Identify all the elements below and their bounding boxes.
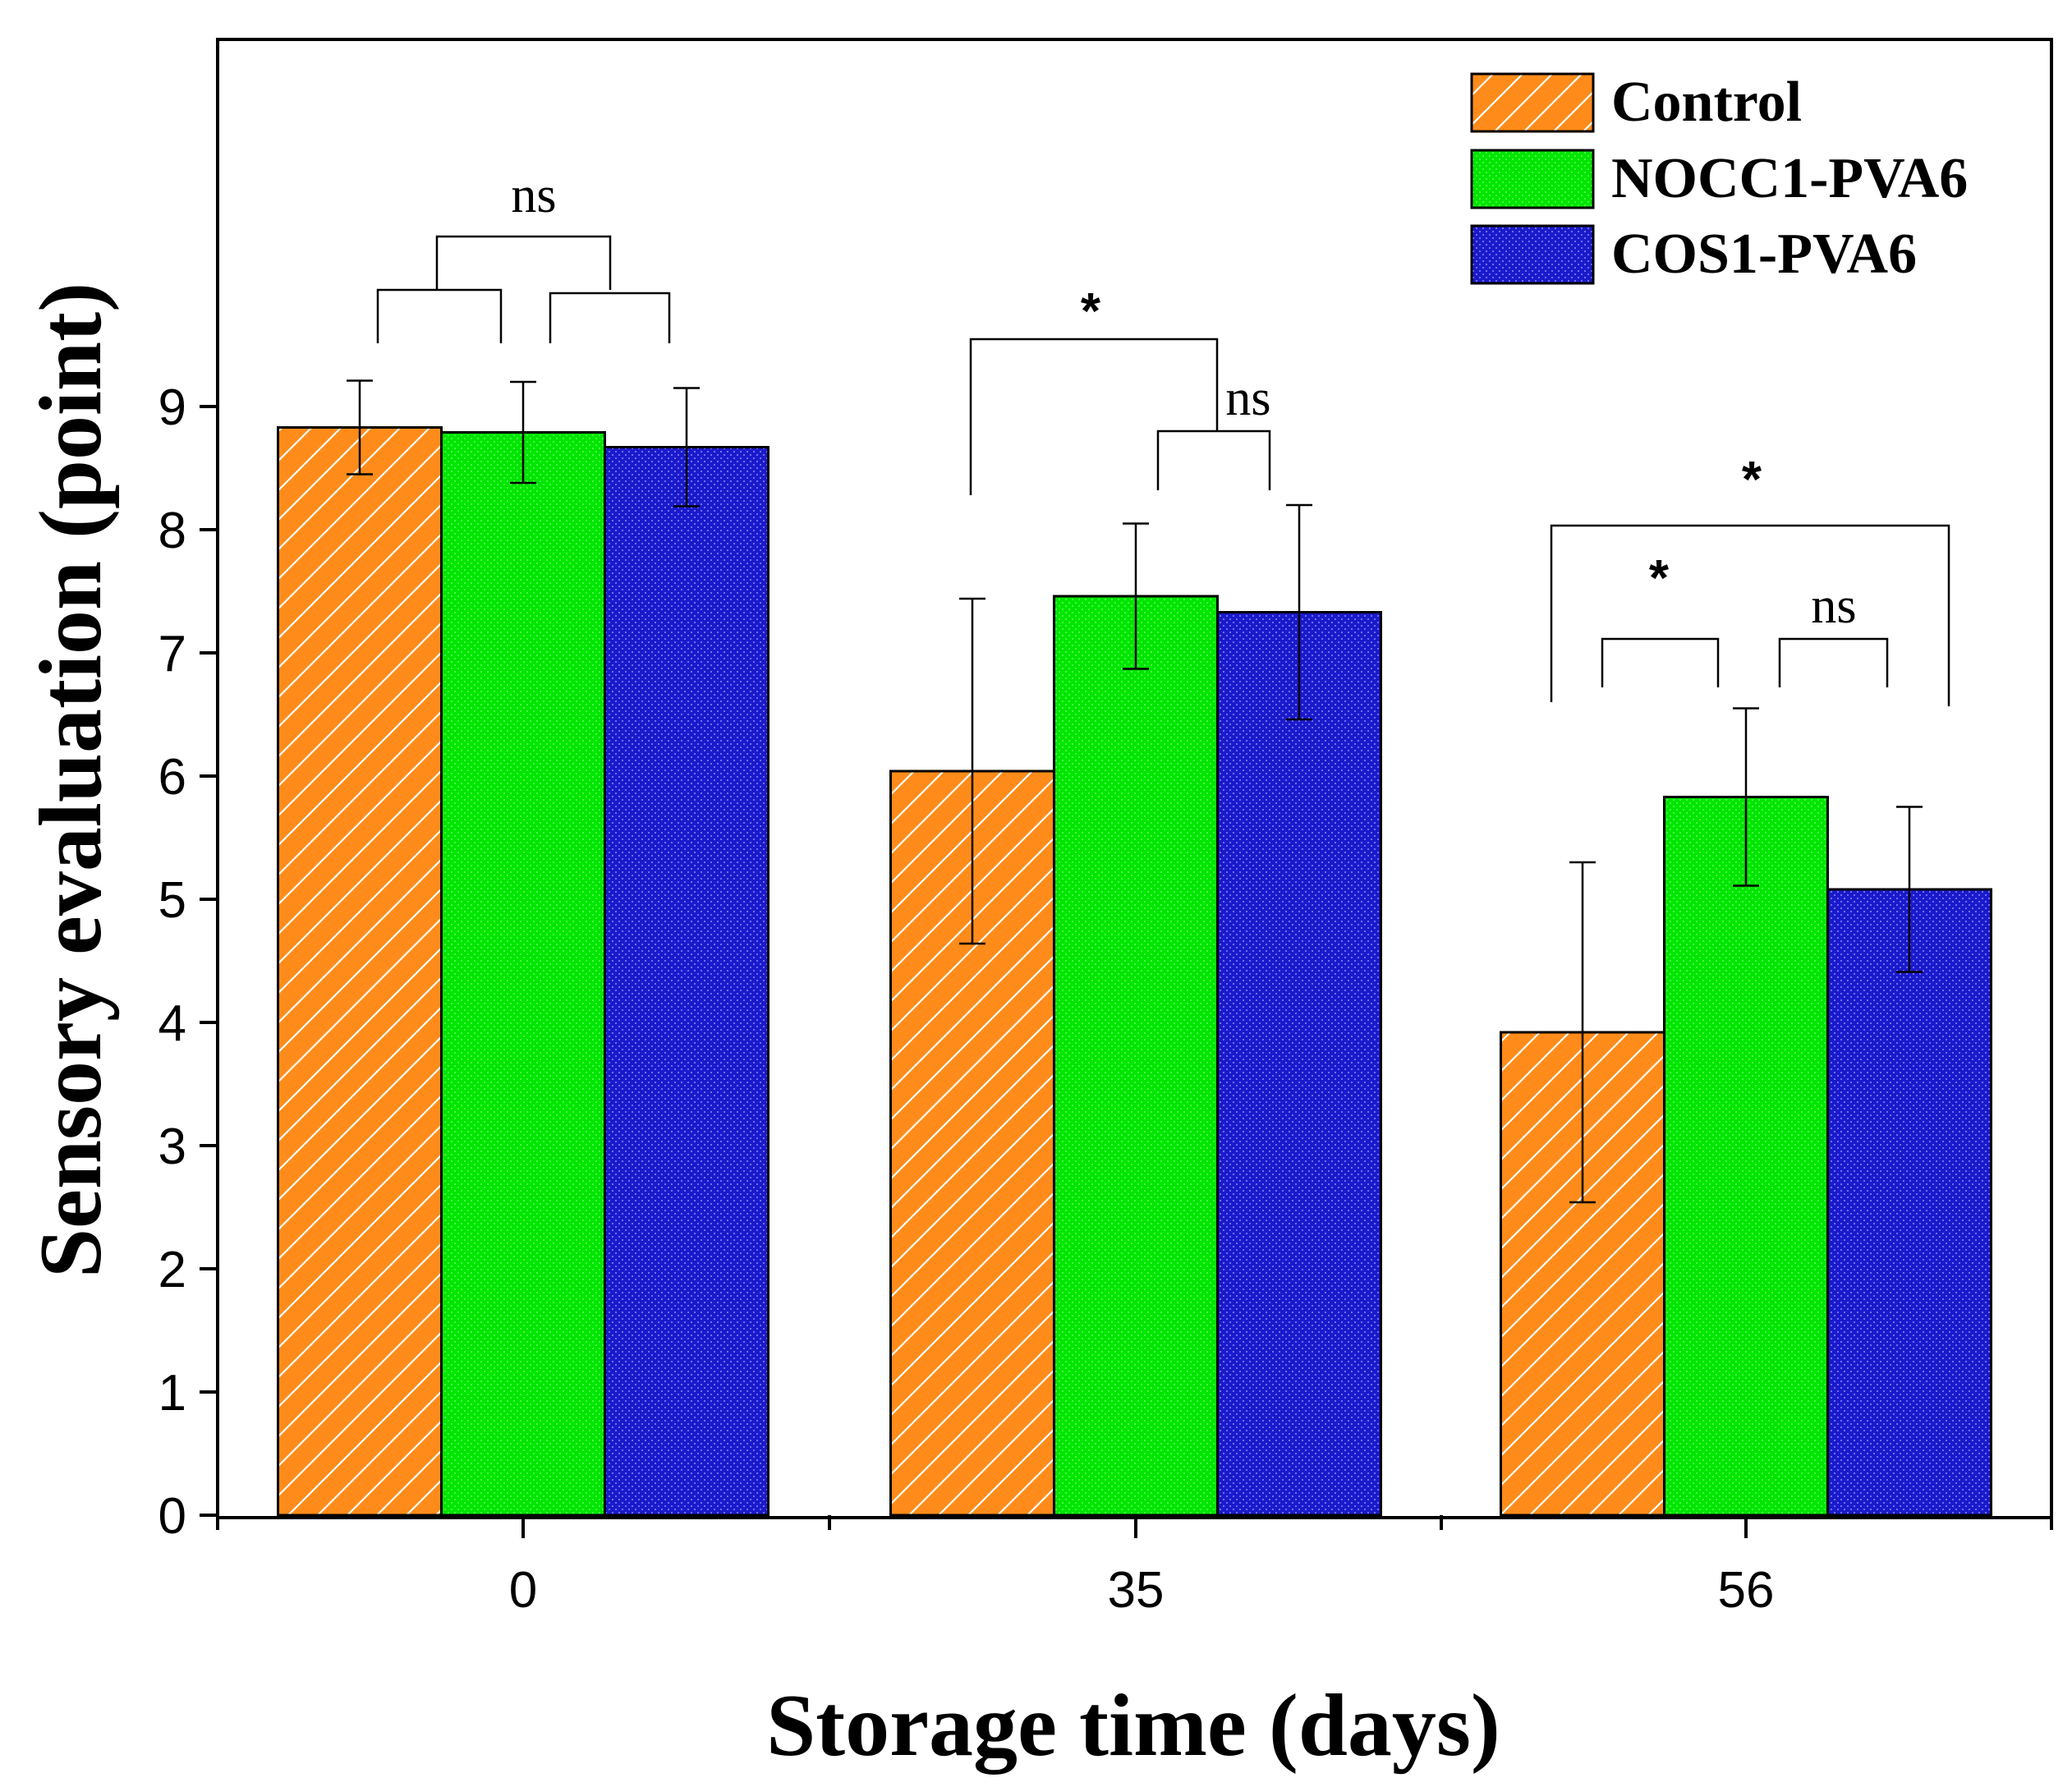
sig-bracket-day56-outer [1550, 524, 1950, 706]
legend-label: COS1-PVA6 [1611, 223, 1917, 286]
sig-label-day56-star-inner: * [1649, 550, 1670, 607]
legend-label: NOCC1-PVA6 [1611, 147, 1968, 210]
legend-label: Control [1611, 71, 1802, 134]
sig-label-day35-ns: ns [1225, 370, 1270, 426]
sig-bracket-day56-right [1778, 637, 1889, 687]
bar-nocc1-pva6-day-35 [1053, 595, 1219, 1517]
sig-label-day56-star-outer: * [1742, 452, 1762, 508]
bar-control-day-0 [277, 426, 443, 1517]
legend: Control NOCC1-PVA6 COS1-PVA6 [1470, 71, 1968, 286]
bars [277, 426, 1992, 1517]
y-axis-title: Sensory evaluation (point) [22, 283, 120, 1278]
y-tick-label: 8 [159, 503, 186, 559]
sig-bracket-day0-right [549, 292, 671, 343]
y-tick-label: 9 [159, 379, 186, 436]
sig-bracket-day0-left [376, 288, 503, 343]
sig-label-day56-ns: ns [1811, 578, 1856, 634]
y-tick-label: 4 [159, 995, 186, 1052]
y-tick-label: 2 [159, 1242, 186, 1298]
error-bars [347, 379, 1923, 1204]
bar-cos1-pva6-day-56 [1826, 888, 1992, 1517]
sig-label-day0-ns: ns [511, 168, 556, 223]
sig-label-day35-star: * [1081, 283, 1101, 340]
legend-swatch-nocc1-pva6 [1470, 149, 1595, 209]
sig-bracket-day56-left [1601, 637, 1720, 687]
y-tick-label: 5 [159, 872, 186, 929]
sig-bracket-day0-top [435, 235, 612, 290]
bar-cos1-pva6-day-35 [1216, 611, 1382, 1517]
x-tick-label: 35 [1108, 1562, 1165, 1619]
bar-nocc1-pva6-day-56 [1663, 796, 1829, 1517]
significance-annotations: ns * ns * * ns [376, 168, 1950, 706]
bar-cos1-pva6-day-0 [604, 446, 770, 1517]
y-tick-label: 1 [159, 1365, 186, 1422]
legend-swatch-cos1-pva6 [1470, 224, 1595, 285]
x-tick-label: 56 [1718, 1562, 1775, 1619]
x-axis-title: Storage time (days) [766, 1677, 1500, 1775]
legend-swatch-control [1470, 72, 1595, 133]
y-tick-label: 6 [159, 749, 186, 806]
y-tick-label: 0 [159, 1488, 186, 1545]
bar-nocc1-pva6-day-0 [440, 431, 606, 1517]
y-tick-label: 3 [159, 1119, 186, 1175]
x-tick-label: 0 [509, 1562, 537, 1619]
sig-bracket-day35-ns [1156, 430, 1271, 490]
y-tick-label: 7 [159, 626, 186, 682]
sig-bracket-day35-star [969, 338, 1219, 495]
